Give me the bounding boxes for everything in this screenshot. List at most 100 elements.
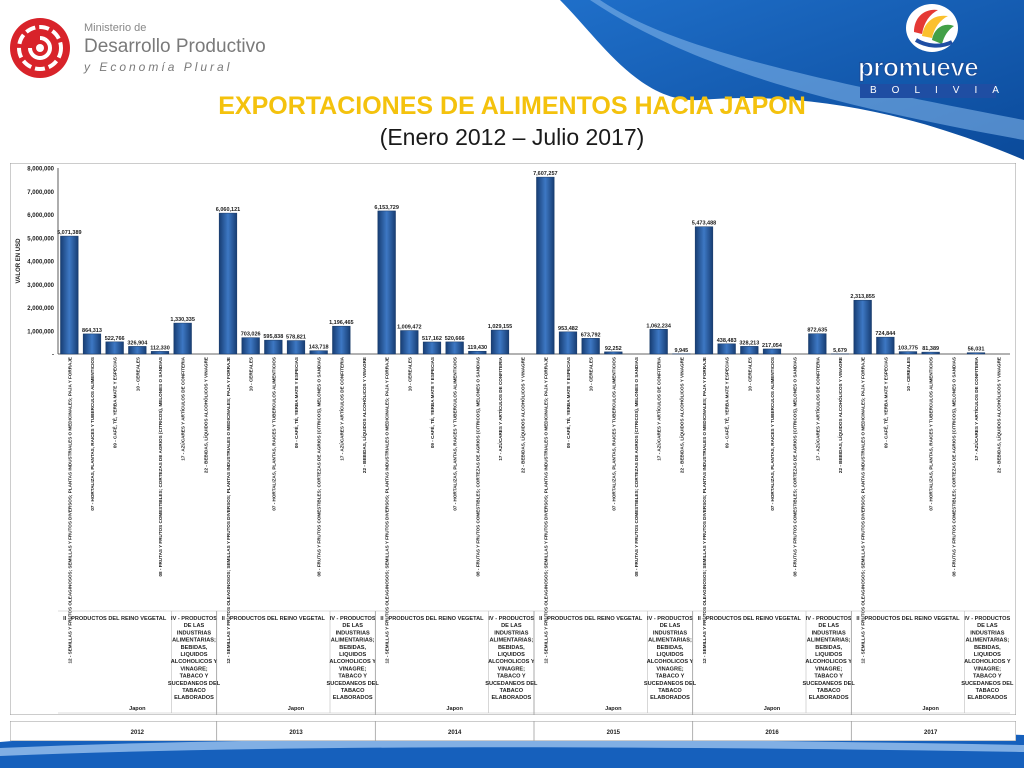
category-label-line: 22 - BEBIDAS, LÍQUIDOS ALCOHÓLICOS Y VIN… [360,357,367,473]
category-label: 08 - FRUTAS Y FRUTOS COMESTIBLES; CORTEZ… [634,357,639,577]
category-label: 17 - AZÚCARES Y ARTÍCULOS DE CONFITERIA [655,356,662,460]
bar-value-label: 703,026 [241,332,261,338]
year-label: 2016 [765,730,779,736]
section-label: II - PRODUCTOS DEL REINO VEGETAL [698,616,802,622]
section-label-line: TABACO [341,688,365,694]
category-label: 08 - FRUTAS Y FRUTOS COMESTIBLES; CORTEZ… [158,357,163,577]
bar [966,352,986,355]
ministry-line-3: y Economía Plural [84,60,233,74]
bar-value-label: 328,213 [739,340,759,346]
category-label-line: 08 - FRUTAS Y FRUTOS COMESTIBLES; CORTEZ… [634,357,639,577]
bar-value-label: 724,844 [875,331,896,337]
bar-value-label: 953,482 [558,326,578,332]
bar-value-label: 5,473,488 [692,221,716,227]
section-label-line: LIQUIDOS [180,652,207,658]
y-tick-label: 3,000,000 [27,283,54,289]
category-label: 07 - HORTALIZAS, PLANTAS, RAICES Y TUBER… [611,357,616,511]
category-label: 22 - BEBIDAS, LÍQUIDOS ALCOHÓLICOS Y VIN… [677,357,684,473]
section-label-line: ALIMENTARIAS; [648,638,692,644]
category-label-line: 17 - AZÚCARES Y ARTÍCULOS DE CONFITERIA [496,356,503,460]
section-label-line: LIQUIDOS [498,652,525,658]
category-label: 10 - CEREALES [906,357,911,391]
axis-grouping-table: II - PRODUCTOS DEL REINO VEGETAL IV - PRO… [58,610,1014,715]
country-label: Japon [922,706,939,712]
bar-value-label: 1,062,234 [646,323,671,329]
bar [286,340,306,355]
ministry-line-1: Ministerio de [84,22,147,34]
category-label: 08 - FRUTAS Y FRUTOS COMESTIBLES; CORTEZ… [793,357,798,577]
category-label-line: 07 - HORTALIZAS, PLANTAS, RAICES Y TUBER… [929,357,934,511]
section-label-line: ALCOHOLICOS Y [329,659,376,665]
category-label-line: 17 - AZÚCARES Y ARTÍCULOS DE CONFITERIA [655,356,662,460]
section-label: II - PRODUCTOS DEL REINO VEGETAL [539,616,643,622]
bar-value-label: 1,330,335 [170,317,194,323]
section-label-line: SUCEDANEOS DEL [168,681,221,687]
section-label-line: IV - PRODUCTOS [488,616,534,622]
promueve-country: BOLIVIA [860,84,999,98]
category-label: 07 - HORTALIZAS, PLANTAS, RAICES Y TUBER… [271,357,276,511]
section-label-line: IV - PRODUCTOS [171,616,217,622]
bar-value-label: 872,635 [807,328,827,334]
bar [694,226,714,355]
section-label-line: VINAGRE; [974,666,1001,672]
bar [921,351,940,355]
category-label: 08 - FRUTAS Y FRUTOS COMESTIBLES; CORTEZ… [951,357,956,577]
section-label-line: ELABORADOS [174,695,214,701]
bar [105,341,124,355]
country-label: Japon [288,706,305,712]
category-label-line: 08 - FRUTAS Y FRUTOS COMESTIBLES; CORTEZ… [475,357,480,577]
bar [173,322,192,355]
category-label-line: 17 - AZÚCARES Y ARTÍCULOS DE CONFITERIA [813,356,820,460]
year-label: 2015 [607,730,621,736]
section-label-line: BEBIDAS, [815,645,842,651]
bar-value-label: 520,666 [445,336,465,342]
category-label: 10 - CEREALES [135,357,140,391]
year-row: 2012 2013 2014 2015 2016 2017 [10,721,1016,741]
bar-value-label: 578,821 [286,335,306,341]
section-label-line: ALCOHOLICOS Y [964,659,1011,665]
section-label: IV - PRODUCTOS DE LAS INDUSTRIAS ALIMENTARI… [644,616,697,701]
section-label-line: VINAGRE; [815,666,842,672]
y-tick-label: 5,000,000 [27,236,54,242]
section-label-line: LIQUIDOS [974,652,1001,658]
bar-value-label: 595,838 [263,334,283,340]
section-label-line: BEBIDAS, [181,645,208,651]
year-label: 2013 [289,730,303,736]
bar [60,235,79,355]
bar-value-label: 56,031 [968,347,985,353]
section-label-line: DE LAS [342,623,363,629]
section-label-line: BEBIDAS, [974,645,1001,651]
section-label-line: SUCEDANEOS DEL [803,681,856,687]
category-label-line: 10 - CEREALES [589,357,594,391]
bar-value-label: 92,252 [605,346,622,352]
y-tick-label: 1,000,000 [27,329,54,335]
section-label-line: LIQUIDOS [656,652,683,658]
section-label-line: INDUSTRIAS [336,630,370,636]
bar [264,339,283,355]
category-label-line: 10 - CEREALES [135,357,140,391]
category-label: 07 - HORTALIZAS, PLANTAS, RAICES Y TUBER… [929,357,934,511]
bar-value-label: 81,389 [922,346,939,352]
y-tick-label: 2,000,000 [27,306,54,312]
ministry-line-2: Desarrollo Productivo [84,36,266,57]
bar [468,350,487,355]
bar-value-label: 217,054 [762,343,783,349]
category-label: 09 - CAFÉ, TÉ, YERBA MATE Y ESPECIAS [428,357,435,448]
category-label-line: 07 - HORTALIZAS, PLANTAS, RAICES Y TUBER… [271,357,276,511]
ministry-emblem-icon [10,18,70,78]
section-label-line: TABACO Y [656,674,685,680]
category-label: 22 - BEBIDAS, LÍQUIDOS ALCOHÓLICOS Y VIN… [519,357,526,473]
bar-value-label: 1,009,472 [397,325,421,331]
section-label-line: IV - PRODUCTOS [330,616,376,622]
category-label-line: 22 - BEBIDAS, LÍQUIDOS ALCOHÓLICOS Y VIN… [836,357,843,473]
slide-subtitle: (Enero 2012 – Julio 2017) [379,124,645,150]
section-label-line: SUCEDANEOS DEL [327,681,380,687]
bar-value-label: 2,313,855 [850,294,874,300]
category-label: 10 - CEREALES [249,357,254,391]
category-label: 10 - CEREALES [589,357,594,391]
category-label-line: 09 - CAFÉ, TÉ, YERBA MATE Y ESPECIAS [292,357,299,448]
section-label: IV - PRODUCTOS DE LAS INDUSTRIAS ALIMENTARI… [803,616,856,701]
category-label-line: 22 - BEBIDAS, LÍQUIDOS ALCOHÓLICOS Y VIN… [995,357,1002,473]
bar-value-label: 1,196,465 [329,320,353,326]
bar-value-label: 103,775 [898,346,918,352]
